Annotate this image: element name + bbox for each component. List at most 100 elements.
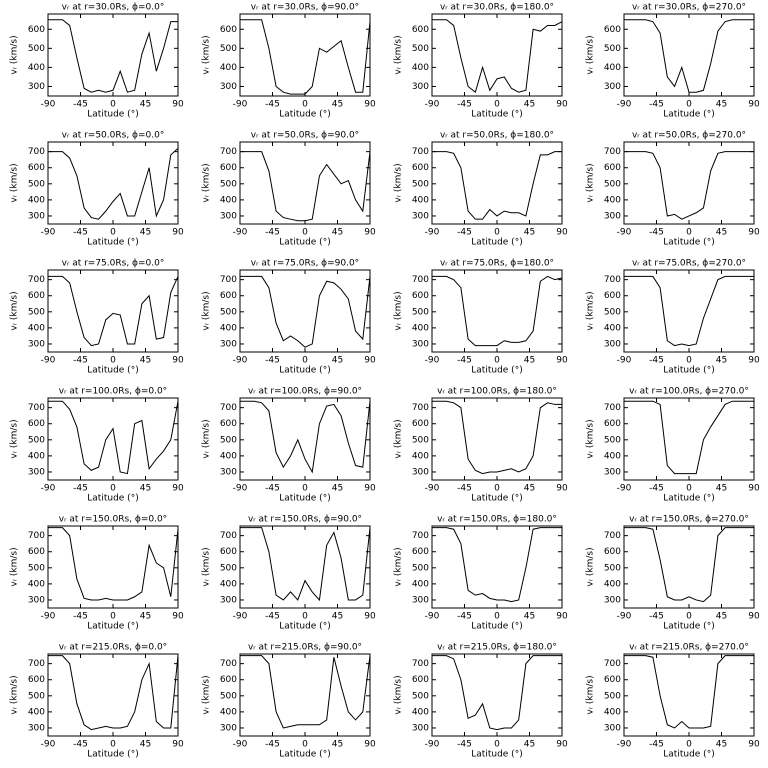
y-tick-label: 300 [220,211,237,221]
y-tick-label: 600 [412,163,429,173]
y-tick-label: 500 [28,563,45,573]
x-tick-label: -90 [41,484,56,494]
y-tick-label: 700 [220,275,237,285]
y-tick-label: 600 [412,675,429,685]
y-tick-label: 700 [412,275,429,285]
x-tick-label: 90 [364,228,376,238]
y-tick-label: 400 [604,707,621,717]
x-tick-label: -90 [425,100,440,110]
x-tick-label: -90 [617,100,632,110]
y-tick-label: 300 [604,339,621,349]
panel: vᵣ at r=100.0Rs, ϕ=90.0° -90 -45 0 45 90 300 40… [202,387,376,504]
x-tick-label: 90 [748,612,760,622]
plot-frame [623,653,755,737]
x-axis-label: Latitude (°) [87,110,138,120]
panel: vᵣ at r=50.0Rs, ϕ=270.0° -90 -45 0 45 90 300 40… [586,131,760,248]
x-axis-label: Latitude (°) [471,366,522,376]
y-tick-label: 400 [28,195,45,205]
y-tick-label: 700 [412,659,429,669]
y-tick-label: 700 [412,531,429,541]
x-tick-label: 0 [302,228,308,238]
x-tick-label: 0 [302,740,308,750]
x-tick-label: 45 [524,484,535,494]
y-axis-label: vᵣ (km/s) [202,419,212,458]
y-tick-label: 500 [220,307,237,317]
x-tick-label: 0 [494,228,500,238]
panel: vᵣ at r=50.0Rs, ϕ=0.0° -90 -45 0 45 90 300 400 5… [10,131,184,248]
y-tick-label: 300 [28,211,45,221]
x-tick-label: -45 [649,356,664,366]
x-axis-label: Latitude (°) [471,494,522,504]
x-tick-label: 0 [494,740,500,750]
data-line [48,19,178,93]
x-tick-label: 0 [686,612,692,622]
x-tick-label: 0 [686,100,692,110]
panel-title: vᵣ at r=30.0Rs, ϕ=0.0° [62,3,165,13]
y-tick-label: 700 [28,147,45,157]
y-tick-label: 500 [604,44,621,54]
y-tick-label: 600 [412,419,429,429]
x-tick-label: 0 [494,484,500,494]
y-tick-label: 300 [412,339,429,349]
panel-title: vᵣ at r=150.0Rs, ϕ=0.0° [59,515,167,525]
x-tick-label: -90 [233,484,248,494]
x-tick-label: 90 [364,356,376,366]
data-line [432,19,563,94]
data-line [624,527,754,603]
plot-frame [431,269,563,353]
x-tick-label: 0 [686,484,692,494]
x-tick-label: 45 [524,100,535,110]
y-tick-label: 300 [220,595,237,605]
x-tick-label: 90 [172,740,184,750]
plot-frame [431,397,563,481]
x-tick-label: 45 [140,100,151,110]
x-tick-label: -45 [649,484,664,494]
y-axis-label: vᵣ (km/s) [10,291,20,330]
y-tick-label: 300 [412,595,429,605]
y-tick-label: 600 [604,675,621,685]
y-tick-label: 700 [604,659,621,669]
y-tick-label: 400 [220,579,237,589]
y-tick-label: 400 [412,451,429,461]
y-tick-label: 500 [604,435,621,445]
y-tick-label: 700 [28,275,45,285]
x-axis-label: Latitude (°) [663,622,714,632]
y-tick-label: 700 [28,531,45,541]
y-axis-label: vᵣ (km/s) [586,163,596,202]
y-tick-label: 600 [220,25,237,35]
x-tick-label: 0 [110,228,116,238]
x-tick-label: 45 [716,484,727,494]
y-tick-label: 400 [604,579,621,589]
panel: vᵣ at r=215.0Rs, ϕ=0.0° -90 -45 0 45 90 300 400… [10,643,184,760]
x-tick-label: 45 [332,740,343,750]
panel: vᵣ at r=150.0Rs, ϕ=180.0° -90 -45 0 45 90 300 4… [394,515,568,632]
x-axis-label: Latitude (°) [279,494,330,504]
x-tick-label: -45 [457,100,472,110]
x-tick-label: 45 [332,356,343,366]
x-tick-label: 90 [748,740,760,750]
y-axis-label: vᵣ (km/s) [394,547,404,586]
panel-title: vᵣ at r=100.0Rs, ϕ=180.0° [437,387,557,397]
y-tick-label: 500 [412,691,429,701]
y-tick-label: 500 [28,435,45,445]
plot-frame [623,13,755,97]
x-axis-label: Latitude (°) [663,110,714,120]
y-axis-label: vᵣ (km/s) [202,547,212,586]
x-axis-label: Latitude (°) [279,750,330,760]
y-axis-label: vᵣ (km/s) [202,291,212,330]
panel: vᵣ at r=150.0Rs, ϕ=90.0° -90 -45 0 45 90 300 40… [202,515,376,632]
x-tick-label: 45 [524,612,535,622]
x-tick-label: 45 [524,228,535,238]
y-tick-label: 700 [604,147,621,157]
y-tick-label: 500 [220,691,237,701]
x-axis-label: Latitude (°) [279,366,330,376]
x-tick-label: 45 [716,100,727,110]
y-tick-label: 700 [220,659,237,669]
x-tick-label: 90 [748,228,760,238]
x-tick-label: -45 [457,228,472,238]
x-tick-label: -90 [41,740,56,750]
x-tick-label: -90 [617,740,632,750]
panel: vᵣ at r=215.0Rs, ϕ=270.0° -90 -45 0 45 90 300 4… [586,643,760,760]
plot-frame [47,269,179,353]
